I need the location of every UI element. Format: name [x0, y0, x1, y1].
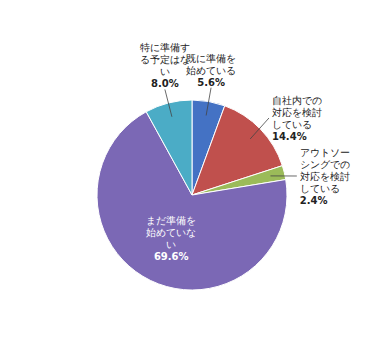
data-label: 8.0%	[151, 78, 179, 89]
data-label: 69.6%	[154, 251, 189, 262]
pie-slice	[146, 100, 192, 195]
leader-line	[270, 175, 296, 176]
leader-line	[165, 89, 172, 116]
category-label: まだ準備を始めていない	[146, 215, 196, 250]
labels: 既に準備を始めている5.6% 自社内での対応を検討している14.4% アウトソーシン…	[140, 42, 350, 261]
chart: 既に準備を始めている5.6% 自社内での対応を検討している14.4% アウトソーシン…	[0, 0, 384, 341]
leader-line	[250, 118, 269, 139]
data-label: 5.6%	[197, 77, 225, 88]
data-label: 2.4%	[300, 195, 328, 206]
category-label: 既に準備を始めている	[186, 53, 236, 76]
slices	[97, 100, 287, 290]
category-label: 自社内での対応を検討している	[272, 95, 322, 130]
data-label: 14.4%	[272, 131, 307, 142]
category-label: 特に準備する予定はない	[140, 42, 190, 77]
category-label: アウトソーシングでの対応を検討している	[300, 147, 350, 194]
leader-line	[206, 88, 211, 116]
